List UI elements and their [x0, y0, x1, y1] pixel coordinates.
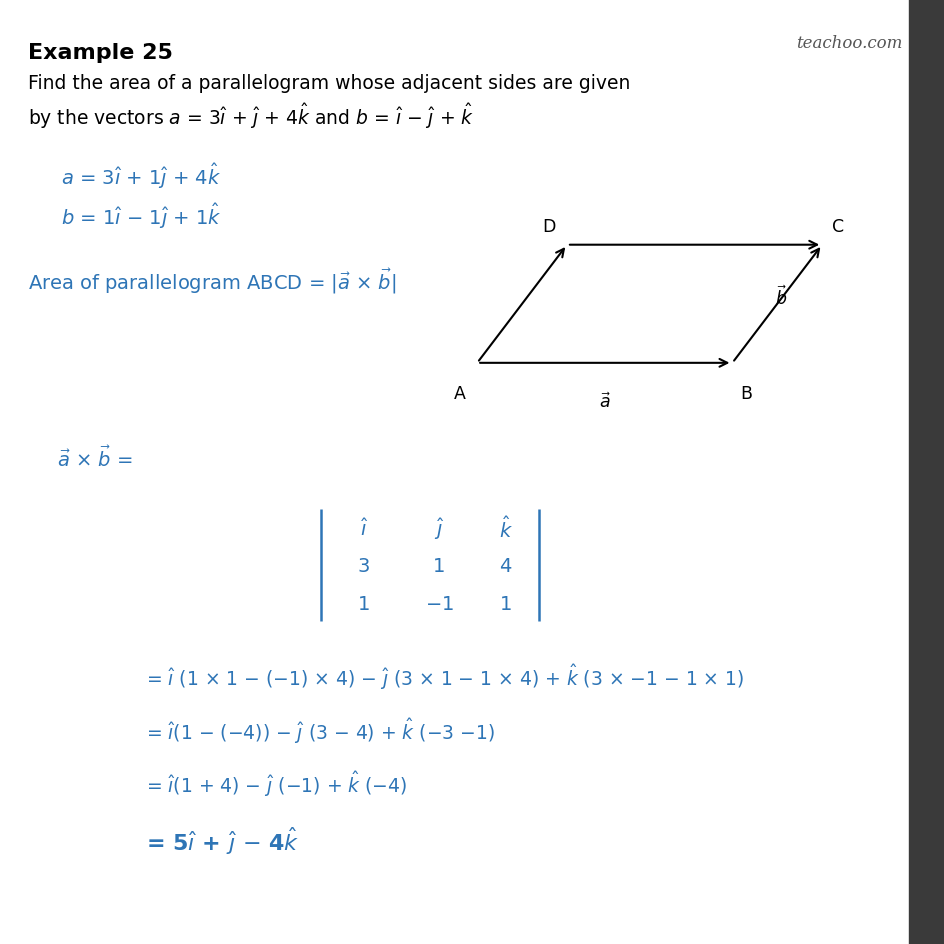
Text: by the vectors $a$ = 3$\hat{\imath}$ + $\hat{\jmath}$ + 4$\hat{k}$ and $b$ = $\h: by the vectors $a$ = 3$\hat{\imath}$ + $…: [28, 101, 474, 131]
Text: $b$ = 1$\hat{\imath}$ $-$ 1$\hat{\jmath}$ + 1$\hat{k}$: $b$ = 1$\hat{\imath}$ $-$ 1$\hat{\jmath}…: [61, 201, 222, 231]
Text: $\hat{k}$: $\hat{k}$: [498, 515, 512, 542]
Text: = 5$\hat{\imath}$ + $\hat{\jmath}$ $-$ 4$\hat{k}$: = 5$\hat{\imath}$ + $\hat{\jmath}$ $-$ 4…: [146, 824, 300, 856]
Text: B: B: [739, 384, 751, 402]
Text: $\hat{\imath}$: $\hat{\imath}$: [360, 517, 367, 540]
Text: A: A: [453, 384, 465, 402]
Text: C: C: [831, 218, 843, 236]
Text: 4: 4: [498, 557, 512, 576]
Text: Example 25: Example 25: [28, 42, 173, 62]
Text: = $\hat{\imath}$(1 + 4) $-$ $\hat{\jmath}$ ($-$1) + $\hat{k}$ ($-$4): = $\hat{\imath}$(1 + 4) $-$ $\hat{\jmath…: [146, 768, 407, 799]
Text: Area of parallelogram ABCD = |$\vec{a}$ $\times$ $\vec{b}$|: Area of parallelogram ABCD = |$\vec{a}$ …: [28, 266, 396, 295]
Text: 1: 1: [432, 557, 446, 576]
Text: teachoo.com: teachoo.com: [795, 35, 902, 52]
Text: 1: 1: [357, 595, 370, 614]
Text: $a$ = 3$\hat{\imath}$ + 1$\hat{\jmath}$ + 4$\hat{k}$: $a$ = 3$\hat{\imath}$ + 1$\hat{\jmath}$ …: [61, 160, 221, 191]
Text: $-$1: $-$1: [425, 595, 453, 614]
Text: $\vec{a}$ $\times$ $\vec{b}$ =: $\vec{a}$ $\times$ $\vec{b}$ =: [57, 446, 132, 470]
Text: $\vec{a}$: $\vec{a}$: [598, 392, 611, 412]
Text: 1: 1: [498, 595, 512, 614]
Text: $\hat{\jmath}$: $\hat{\jmath}$: [433, 515, 445, 542]
Text: $\vec{b}$: $\vec{b}$: [774, 285, 786, 309]
Text: = $\hat{\imath}$(1 $-$ ($-$4)) $-$ $\hat{\jmath}$ (3 $-$ 4) + $\hat{k}$ ($-$3 $-: = $\hat{\imath}$(1 $-$ ($-$4)) $-$ $\hat…: [146, 716, 495, 746]
Text: Find the area of a parallelogram whose adjacent sides are given: Find the area of a parallelogram whose a…: [28, 74, 630, 93]
Text: D: D: [542, 218, 555, 236]
Bar: [908, 0, 944, 944]
Text: = $\hat{\imath}$ (1 $\times$ 1 $-$ ($-$1) $\times$ 4) $-$ $\hat{\jmath}$ (3 $\ti: = $\hat{\imath}$ (1 $\times$ 1 $-$ ($-$1…: [146, 662, 744, 692]
Text: 3: 3: [357, 557, 370, 576]
